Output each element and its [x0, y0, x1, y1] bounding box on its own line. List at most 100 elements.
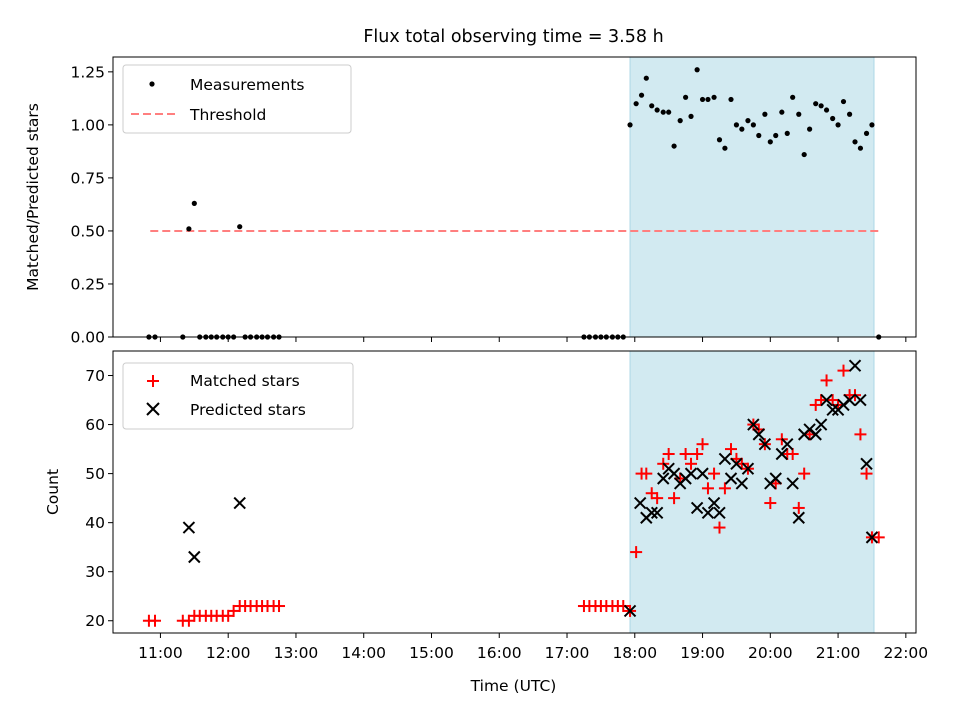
predicted-star-point	[707, 496, 721, 510]
measurement-point	[633, 101, 639, 107]
legend-label-predicted: Predicted stars	[190, 401, 306, 419]
measurement-point	[699, 96, 706, 103]
legend-box	[122, 362, 354, 430]
legend-marker-matched	[147, 375, 159, 387]
legend-box	[122, 64, 352, 134]
predicted-star-point	[843, 393, 856, 407]
matched-star-point	[701, 482, 714, 495]
matched-star-point	[696, 438, 709, 451]
ratio-legend: Measurements Threshold	[122, 64, 352, 134]
observing-window-shade	[629, 350, 875, 634]
y-tick-label: 50	[85, 465, 105, 483]
measurement-point	[671, 143, 677, 149]
predicted-star-point	[735, 477, 749, 490]
predicted-star-point	[718, 452, 732, 466]
measurement-point	[694, 67, 700, 73]
matched-star-point	[662, 447, 675, 460]
legend-label-matched: Matched stars	[190, 372, 300, 390]
x-tick-label: 21:00	[816, 644, 861, 662]
y-tick-label: 30	[85, 563, 105, 581]
matched-star-point	[691, 447, 704, 460]
matched-star-point	[860, 467, 873, 480]
measurement-point	[739, 126, 745, 132]
ratio-y-axis-label: Matched/Predicted stars	[24, 103, 42, 291]
predicted-star-point	[775, 447, 789, 461]
predicted-star-point	[860, 457, 873, 471]
measurement-point	[801, 151, 807, 158]
measurement-point	[745, 118, 751, 124]
y-tick-label: 40	[85, 514, 105, 532]
x-tick-label: 12:00	[206, 644, 251, 662]
measurement-point	[733, 122, 740, 128]
matched-star-point	[273, 600, 286, 613]
predicted-star-point	[747, 418, 760, 431]
predicted-star-point	[690, 501, 704, 515]
measurement-point	[840, 98, 847, 105]
legend-label-measurements: Measurements	[190, 76, 305, 94]
y-tick-label: 0.00	[70, 329, 105, 347]
measurement-point	[677, 118, 683, 124]
chart-title: Flux total observing time = 3.58 h	[363, 27, 663, 47]
measurement-point	[666, 109, 672, 115]
count-y-axis-label: Count	[44, 469, 62, 515]
matched-star-point	[792, 501, 805, 514]
matched-star-point	[872, 531, 885, 544]
measurement-point	[852, 139, 858, 145]
x-axis-ticks-top	[159, 337, 907, 342]
matched-star-point	[685, 457, 698, 470]
predicted-star-point	[657, 472, 670, 485]
measurement-point	[818, 103, 824, 109]
predicted-star-point	[724, 472, 738, 485]
measurement-point	[711, 94, 717, 100]
measurement-point	[750, 122, 756, 128]
measurement-point	[643, 75, 649, 81]
y-tick-label: 70	[85, 367, 105, 385]
ratio-panel-frame	[112, 56, 917, 338]
matched-star-point	[725, 443, 738, 456]
measurement-point	[638, 92, 645, 98]
matched-star-point	[854, 428, 867, 441]
x-tick-label: 15:00	[409, 644, 454, 662]
y-tick-label: 1.25	[70, 63, 105, 81]
count-legend: Matched stars Predicted stars	[122, 362, 354, 430]
predicted-star-point	[826, 403, 839, 417]
matched-star-point	[651, 492, 664, 505]
measurement-point	[191, 200, 197, 206]
matched-star-point	[764, 497, 777, 510]
time-x-axis-label: Time (UTC)	[470, 677, 557, 695]
predicted-star-point	[623, 604, 637, 618]
measurement-point	[846, 111, 853, 117]
matched-star-point	[718, 482, 731, 495]
y-tick-label: 0.75	[70, 169, 105, 187]
predicted-star-point	[792, 511, 805, 524]
count-panel: 20 30 40 50 60 70 11:00 12:00 13:00 14:00 15:00 16…	[44, 350, 928, 695]
measurement-point	[869, 122, 875, 128]
legend-marker-predicted	[146, 402, 160, 416]
measurement-point	[660, 109, 666, 115]
predicted-star-point	[769, 472, 782, 485]
measurement-point	[784, 130, 790, 136]
x-tick-label: 20:00	[748, 644, 793, 662]
measurement-point	[830, 115, 836, 122]
matched-star-point	[820, 374, 833, 387]
y-axis-ticks: 20 30 40 50 60 70	[85, 367, 113, 630]
measurement-point	[649, 103, 655, 109]
predicted-star-point	[182, 521, 196, 534]
x-tick-label: 13:00	[274, 644, 319, 662]
y-tick-label: 60	[85, 416, 105, 434]
legend-label-threshold: Threshold	[189, 106, 266, 124]
y-tick-label: 1.00	[70, 116, 105, 134]
measurement-point	[790, 94, 796, 100]
matched-star-point	[708, 467, 721, 480]
predicted-star-point	[633, 496, 647, 510]
count-panel-frame	[112, 350, 917, 634]
predicted-star-point	[752, 428, 765, 441]
predicted-star-point	[781, 437, 794, 451]
x-axis-ticks: 11:00 12:00 13:00 14:00 15:00 16:00 17:00 18:00…	[138, 633, 928, 662]
predicted-star-point	[684, 467, 698, 480]
y-tick-label: 0.25	[70, 275, 105, 293]
matched-star-point	[668, 492, 681, 505]
legend-marker-measurements	[149, 81, 155, 87]
predicted-stars-points	[182, 359, 879, 618]
matched-star-point	[640, 467, 653, 480]
